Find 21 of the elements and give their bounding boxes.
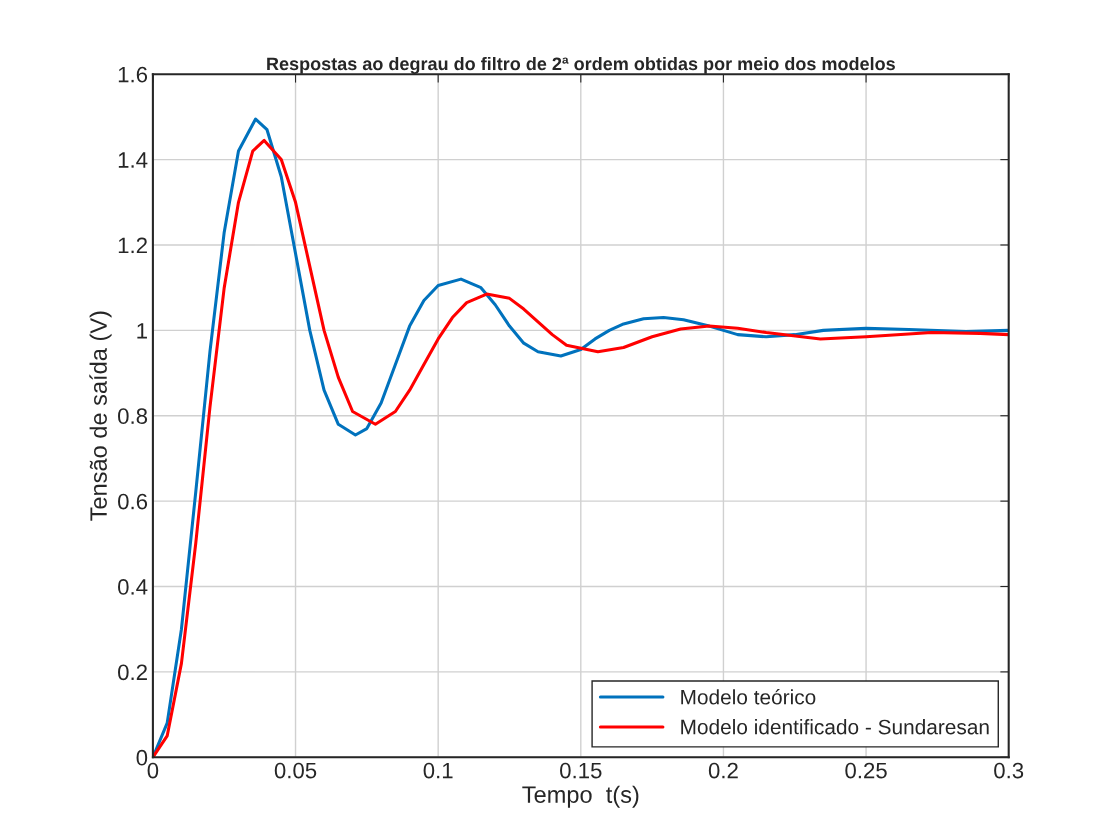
y-tick-label: 0.6 bbox=[118, 493, 148, 510]
legend-label: Modelo identificado - Sundaresan bbox=[681, 719, 989, 735]
x-tick-label: 0.1 bbox=[423, 762, 453, 779]
y-tick-label: 0 bbox=[136, 749, 148, 766]
y-tick-label: 1.2 bbox=[118, 237, 147, 254]
x-tick-label: 0 bbox=[147, 762, 159, 779]
y-axis-title: Tensão de saída (V) bbox=[89, 311, 112, 521]
legend-label: Modelo teórico bbox=[681, 689, 816, 705]
x-tick-label: 0.15 bbox=[560, 762, 602, 779]
x-tick-label: 0.3 bbox=[994, 762, 1024, 779]
y-tick-label: 1.6 bbox=[118, 66, 148, 83]
y-tick-label: 1 bbox=[137, 323, 147, 339]
y-tick-label: 0.4 bbox=[118, 579, 148, 595]
x-tick-label: 0.2 bbox=[708, 762, 738, 779]
y-tick-label: 0.2 bbox=[118, 664, 147, 681]
x-tick-label: 0.25 bbox=[845, 762, 887, 779]
y-tick-label: 0.8 bbox=[118, 408, 148, 425]
x-tick-label: 0.05 bbox=[274, 762, 317, 779]
y-tick-label: 1.4 bbox=[118, 152, 148, 168]
chart-title: Respostas ao degrau do filtro de 2ª ordem obtidas por meio dos modelos bbox=[267, 56, 895, 74]
x-axis-title: Tempo t(s) bbox=[522, 785, 639, 808]
